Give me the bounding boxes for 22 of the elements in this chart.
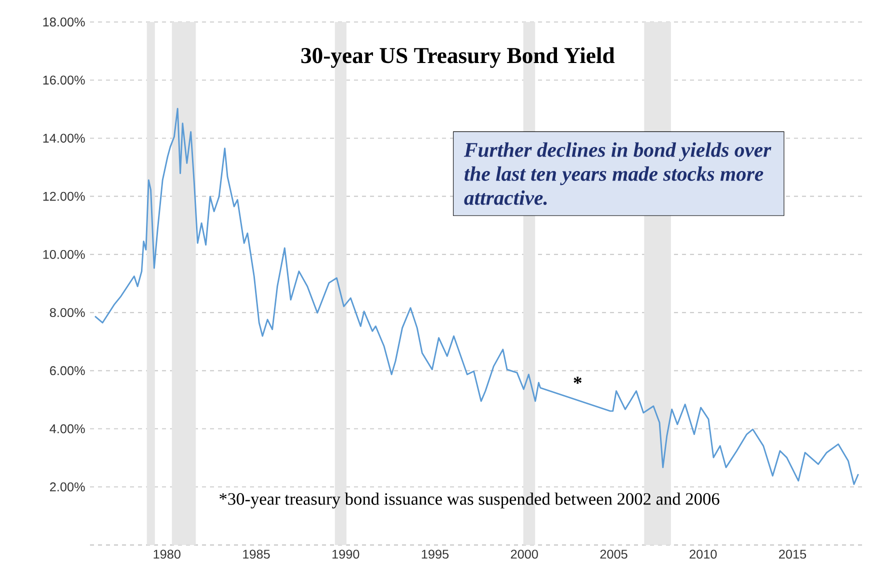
y-tick-label: 12.00%	[43, 192, 85, 201]
x-tick-label: 1985	[243, 550, 270, 559]
y-tick-label: 10.00%	[43, 250, 85, 259]
y-tick-label: 2.00%	[50, 482, 85, 492]
y-tick-label: 16.00%	[43, 76, 85, 85]
x-tick-label: 2010	[690, 550, 717, 559]
x-tick-label: 1995	[422, 550, 449, 559]
x-tick-label: 1990	[332, 550, 360, 559]
y-tick-label: 8.00%	[50, 308, 85, 318]
annotation: *	[574, 376, 582, 384]
y-tick-label: 6.00%	[50, 366, 85, 376]
x-tick-label: 2005	[600, 550, 628, 559]
x-tick-label: 1980	[154, 550, 180, 559]
y-tick-label: 14.00%	[43, 134, 85, 143]
y-tick-label: 4.00%	[50, 424, 85, 434]
line-series	[94, 108, 860, 486]
x-tick-label: 2000	[510, 550, 538, 559]
annotation: Further declines in bond yields over the last ten years made stocks more attractive.	[464, 142, 772, 205]
annotation: *30-year treasury bond issuance was suspended between 2002 and 2006	[220, 492, 720, 508]
text: 30-year US Treasury Bond Yield	[301, 47, 615, 68]
y-tick-label: 18.00%	[43, 18, 85, 26]
x-tick-label: 2015	[779, 550, 806, 559]
